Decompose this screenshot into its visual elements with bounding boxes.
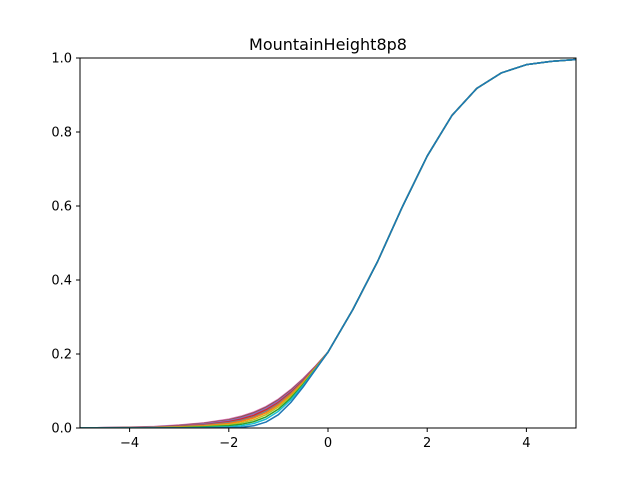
y-tick-label: 1.0 [51, 52, 72, 67]
chart-title: MountainHeight8p8 [249, 35, 407, 54]
ticks-layer: −4 −2 0 2 4 0.0 0.2 0.4 0.6 0.8 1.0 [51, 52, 530, 452]
y-tick-label: 0.4 [51, 274, 72, 289]
y-tick-label: 0.8 [51, 126, 72, 141]
series-line-10 [80, 58, 576, 428]
series-layer [80, 58, 576, 428]
y-tick-label: 0.6 [51, 200, 72, 215]
x-tick-label: −2 [219, 436, 238, 451]
y-tick-label: 0.2 [51, 348, 72, 363]
x-tick-label: −4 [120, 436, 139, 451]
x-tick-label: 0 [324, 436, 332, 451]
plot-frame [79, 57, 577, 429]
x-tick-label: 2 [423, 436, 431, 451]
y-tick-label: 0.0 [51, 422, 72, 437]
x-tick-label: 4 [522, 436, 530, 451]
